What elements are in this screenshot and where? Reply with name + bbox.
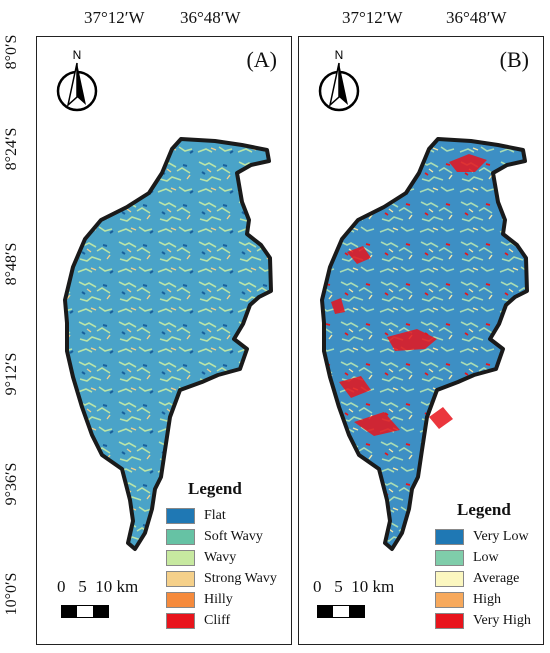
north-arrow-label: N	[73, 48, 82, 62]
latitude-label-2: 8°24′S	[3, 127, 20, 171]
scale-label-b: 0 5 10 km	[313, 577, 395, 596]
panel-letter-a: (A)	[246, 47, 277, 72]
basin-map-b	[320, 137, 529, 551]
legend-swatch	[166, 570, 195, 587]
legend-a: Legend Flat Soft Wavy Wavy Strong Wavy H…	[166, 479, 277, 631]
latitude-label-3: 8°48′S	[3, 242, 20, 286]
longitude-label-b2: 36°48′W	[446, 8, 507, 27]
legend-swatch	[166, 507, 195, 524]
legend-swatch	[166, 549, 195, 566]
latitude-label-5: 9°36′S	[3, 462, 20, 506]
legend-item-hilly: Hilly	[166, 589, 277, 610]
longitude-label-b1: 37°12′W	[342, 8, 403, 27]
latitude-label-4: 9°12′S	[3, 352, 20, 396]
legend-swatch	[166, 612, 195, 629]
legend-swatch	[166, 528, 195, 545]
north-arrow-label: N	[335, 48, 344, 62]
legend-item-very-high: Very High	[435, 610, 531, 631]
legend-title: Legend	[188, 479, 242, 498]
legend-item-very-low: Very Low	[435, 526, 531, 547]
legend-item-high: High	[435, 589, 531, 610]
legend-swatch	[435, 528, 464, 545]
scale-bar-b	[317, 605, 365, 618]
scale-bar-a	[61, 605, 109, 618]
basin-shape-a	[63, 137, 273, 551]
map-panel-a: N (A) Legend Flat Soft Wavy Wavy Strong …	[36, 36, 292, 645]
legend-label: Flat	[204, 507, 226, 523]
legend-swatch	[435, 570, 464, 587]
legend-title: Legend	[457, 500, 511, 519]
basin-map-a	[63, 137, 273, 551]
legend-label: Hilly	[204, 591, 233, 607]
legend-item-wavy: Wavy	[166, 547, 277, 568]
legend-label: Wavy	[204, 549, 237, 565]
legend-item-flat: Flat	[166, 505, 277, 526]
longitude-label-a2: 36°48′W	[180, 8, 241, 27]
north-arrow-icon: N	[56, 48, 98, 112]
legend-label: Low	[473, 549, 499, 565]
legend-item-average: Average	[435, 568, 531, 589]
very-high-zones	[331, 154, 487, 436]
legend-item-cliff: Cliff	[166, 610, 277, 631]
map-panel-b: N (B) Legend Very Low Low Average High V…	[298, 36, 544, 645]
legend-swatch	[166, 591, 195, 608]
latitude-label-1: 8°0′S	[3, 34, 20, 70]
legend-swatch	[435, 612, 464, 629]
legend-item-strong-wavy: Strong Wavy	[166, 568, 277, 589]
scale-label-a: 0 5 10 km	[57, 577, 139, 596]
legend-swatch	[435, 591, 464, 608]
legend-label: Cliff	[204, 612, 231, 628]
panel-letter-b: (B)	[499, 47, 529, 72]
legend-item-low: Low	[435, 547, 531, 568]
legend-b: Legend Very Low Low Average High Very Hi…	[435, 500, 531, 631]
north-arrow-icon: N	[318, 48, 360, 112]
legend-label: Strong Wavy	[204, 570, 277, 586]
legend-label: Soft Wavy	[204, 528, 263, 544]
legend-label: High	[473, 591, 501, 607]
latitude-label-6: 10°0′S	[3, 572, 20, 616]
legend-label: Very High	[473, 612, 531, 628]
legend-label: Very Low	[473, 528, 529, 544]
legend-label: Average	[473, 570, 520, 586]
legend-item-soft-wavy: Soft Wavy	[166, 526, 277, 547]
longitude-label-a1: 37°12′W	[84, 8, 145, 27]
legend-swatch	[435, 549, 464, 566]
